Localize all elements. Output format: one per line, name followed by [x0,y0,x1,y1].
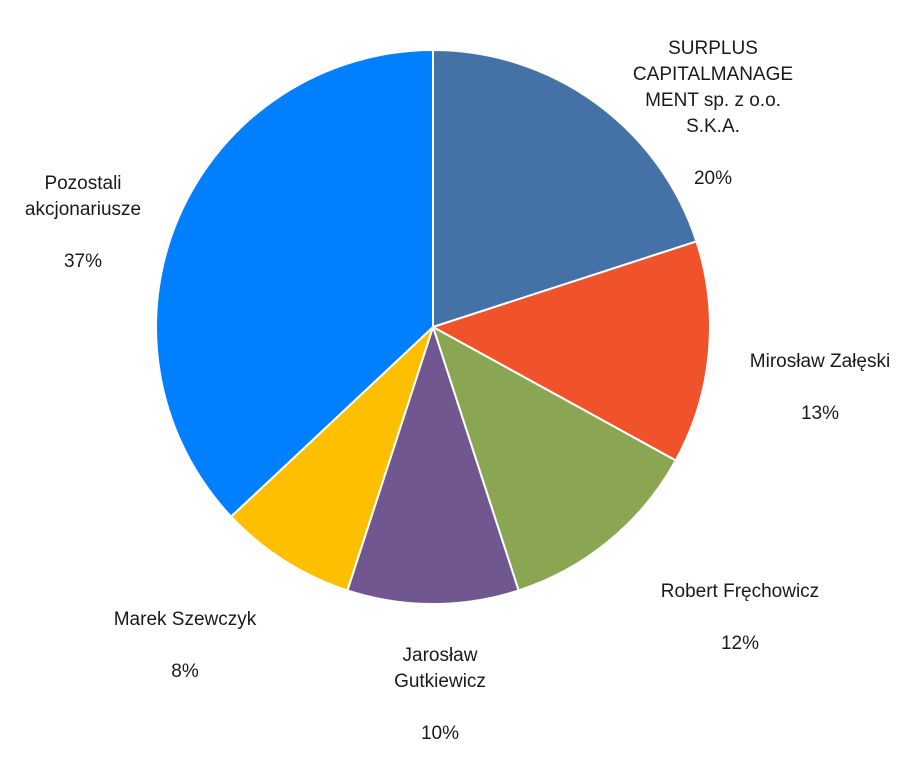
label-pozostali-pct: 37% [63,251,103,272]
label-frechowicz-pct: 12% [720,633,760,654]
label-zaleski: Mirosław Załęski 13% [725,323,915,453]
label-pozostali-name: Pozostali akcjonariusze [24,173,142,220]
label-zaleski-pct: 13% [800,403,840,424]
label-surplus-name: SURPLUS CAPITALMANAGE MENT sp. z o.o. S.… [632,38,794,137]
label-frechowicz-name: Robert Fręchowicz [660,581,820,602]
label-szewczyk: Marek Szewczyk 8% [80,581,290,711]
label-frechowicz: Robert Fręchowicz 12% [630,553,850,683]
pie-chart [155,48,711,605]
pie-slice-0 [432,48,698,329]
label-gutkiewicz-name: Jarosław Gutkiewicz [394,645,486,692]
label-surplus-pct: 20% [693,168,733,189]
pie-slice-2 [431,324,678,592]
pie-slices [155,48,711,605]
pie-slice-5 [155,48,434,519]
label-surplus: SURPLUS CAPITALMANAGE MENT sp. z o.o. S.… [598,10,828,218]
label-zaleski-name: Mirosław Załęski [749,351,891,372]
label-gutkiewicz-pct: 10% [420,723,460,744]
pie-slice-4 [229,326,434,592]
label-pozostali: Pozostali akcjonariusze 37% [0,145,166,301]
label-gutkiewicz: Jarosław Gutkiewicz 10% [355,617,525,773]
pie-slice-1 [430,240,711,462]
pie-slice-3 [346,323,520,605]
label-szewczyk-name: Marek Szewczyk [113,609,257,630]
label-szewczyk-pct: 8% [171,661,199,682]
